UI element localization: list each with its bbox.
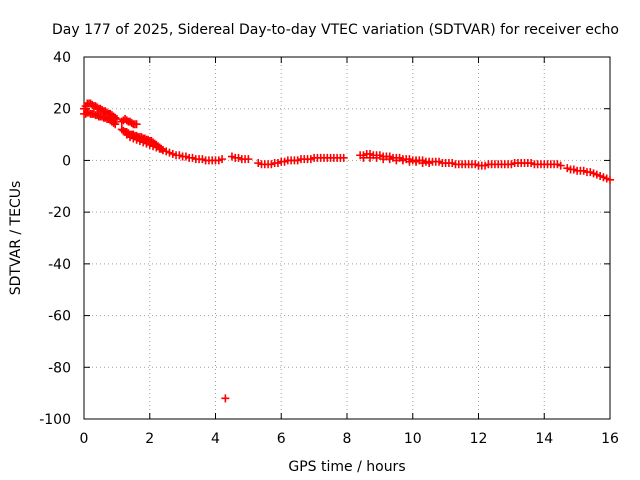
x-tick-label: 0: [80, 431, 89, 447]
data-point: [218, 155, 227, 164]
data-point: [385, 155, 394, 164]
x-axis-title: GPS time / hours: [288, 459, 405, 475]
y-tick-labels: -100 -80 -60 -40 -20 0 20 40: [39, 50, 71, 428]
y-tick-label: -20: [48, 205, 71, 221]
data-point: [425, 159, 434, 168]
y-tick-label: -80: [48, 360, 71, 376]
y-tick-label: -100: [39, 412, 71, 428]
data-points: [80, 99, 614, 403]
data-point: [372, 153, 381, 162]
x-tick-label: 14: [535, 431, 553, 447]
data-point: [556, 161, 565, 170]
y-tick-label: 20: [53, 102, 71, 118]
data-point: [221, 394, 230, 403]
x-tick-labels: 0 2 4 6 8 10 12 14 16: [80, 431, 619, 447]
data-point: [339, 153, 348, 162]
grid: [84, 57, 610, 419]
data-point: [606, 175, 614, 184]
x-tick-label: 8: [343, 431, 352, 447]
x-tick-label: 10: [404, 431, 422, 447]
data-point: [132, 120, 141, 129]
x-tick-label: 6: [277, 431, 286, 447]
axis-ticks: [83, 56, 611, 420]
y-tick-label: 0: [62, 153, 71, 169]
x-tick-label: 12: [470, 431, 488, 447]
x-tick-label: 16: [601, 431, 619, 447]
data-point: [244, 155, 253, 164]
y-tick-label: -60: [48, 309, 71, 325]
y-axis-title: SDTVAR / TECUs: [8, 181, 24, 296]
data-point: [109, 118, 118, 127]
x-tick-label: 4: [211, 431, 220, 447]
y-tick-label: -40: [48, 257, 71, 273]
data-point: [111, 120, 120, 129]
data-point: [412, 157, 421, 166]
chart-title: Day 177 of 2025, Sidereal Day-to-day VTE…: [52, 22, 619, 38]
y-tick-label: 40: [53, 50, 71, 66]
x-tick-label: 2: [145, 431, 154, 447]
data-point: [398, 156, 407, 165]
